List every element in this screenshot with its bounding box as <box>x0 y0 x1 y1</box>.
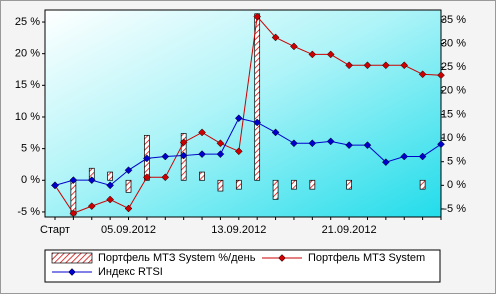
bar <box>217 179 224 192</box>
marker <box>400 61 409 70</box>
marker <box>326 50 335 59</box>
marker <box>437 140 445 149</box>
y2-tick-label: 25 % <box>441 61 466 73</box>
marker <box>51 181 59 190</box>
line <box>54 117 442 186</box>
marker <box>124 166 133 175</box>
x-tick-label: 21.09.2012 <box>322 224 377 236</box>
bar <box>291 179 297 190</box>
marker <box>290 42 298 51</box>
marker <box>400 152 409 161</box>
marker <box>124 204 133 213</box>
marker <box>161 152 170 161</box>
marker <box>161 173 170 182</box>
marker <box>290 139 298 148</box>
y-tick-label: 10 % <box>15 111 40 123</box>
marker <box>363 61 372 70</box>
legend-label: Портфель MTЗ System <box>308 252 425 264</box>
y2-tick-label: 35 % <box>441 14 466 26</box>
y2-tick-label: 10 % <box>441 132 466 144</box>
bar <box>125 179 132 193</box>
marker <box>271 128 280 137</box>
y2-tick-label: 5 % <box>447 156 466 168</box>
legend <box>44 249 441 283</box>
x-tick-label: 05.09.2012 <box>101 224 156 236</box>
marker <box>69 209 78 218</box>
y-tick-label: 25 % <box>15 16 40 28</box>
marker <box>143 154 151 163</box>
y-tick-label: 15 % <box>15 79 40 91</box>
marker <box>69 176 78 184</box>
plot-area <box>44 9 442 218</box>
marker <box>308 139 317 148</box>
legend-marker <box>278 254 286 262</box>
legend-swatch <box>51 252 93 264</box>
marker <box>179 138 188 147</box>
y2-tick-label: 30 % <box>441 37 466 49</box>
y2-tick-label: 0 % <box>447 179 466 191</box>
marker <box>271 33 280 42</box>
marker <box>253 118 262 127</box>
line <box>54 15 442 214</box>
y-tick-label: -5 % <box>17 206 40 218</box>
y-tick-label: 0 % <box>21 174 40 186</box>
marker <box>87 176 96 184</box>
bar <box>107 171 113 181</box>
marker <box>326 137 335 146</box>
y2-tick-label: 20 % <box>441 85 466 97</box>
marker <box>345 141 353 150</box>
marker <box>143 173 151 182</box>
marker <box>253 12 262 21</box>
marker <box>382 158 390 167</box>
marker <box>106 181 114 190</box>
marker <box>87 202 96 210</box>
bar <box>309 179 316 190</box>
marker <box>345 61 353 70</box>
y2-tick-label: 15 % <box>441 108 466 120</box>
x-tick-label: 13.09.2012 <box>211 224 266 236</box>
bar <box>346 179 352 190</box>
y2-tick-label: -5 % <box>443 203 466 215</box>
bar <box>254 13 261 181</box>
bar <box>199 171 205 181</box>
marker <box>234 114 243 123</box>
y-tick-label: 20 % <box>15 48 40 60</box>
bar <box>272 179 279 200</box>
bar <box>235 179 242 190</box>
marker <box>216 139 225 148</box>
marker <box>198 150 206 158</box>
x-tick-label: Старт <box>40 224 70 236</box>
marker <box>418 70 427 79</box>
marker <box>418 152 427 161</box>
legend-marker <box>68 268 76 276</box>
marker <box>198 128 206 137</box>
marker <box>216 150 225 158</box>
bar <box>419 179 426 190</box>
marker <box>363 141 372 150</box>
marker <box>106 195 114 204</box>
marker <box>179 151 188 160</box>
marker <box>308 50 317 59</box>
legend-label: Индекс RTSI <box>98 266 163 278</box>
marker <box>382 61 390 70</box>
marker <box>437 71 445 80</box>
legend-label: Портфель MTЗ System %/день <box>98 252 256 264</box>
marker <box>234 147 243 156</box>
y-tick-label: 5 % <box>21 143 40 155</box>
